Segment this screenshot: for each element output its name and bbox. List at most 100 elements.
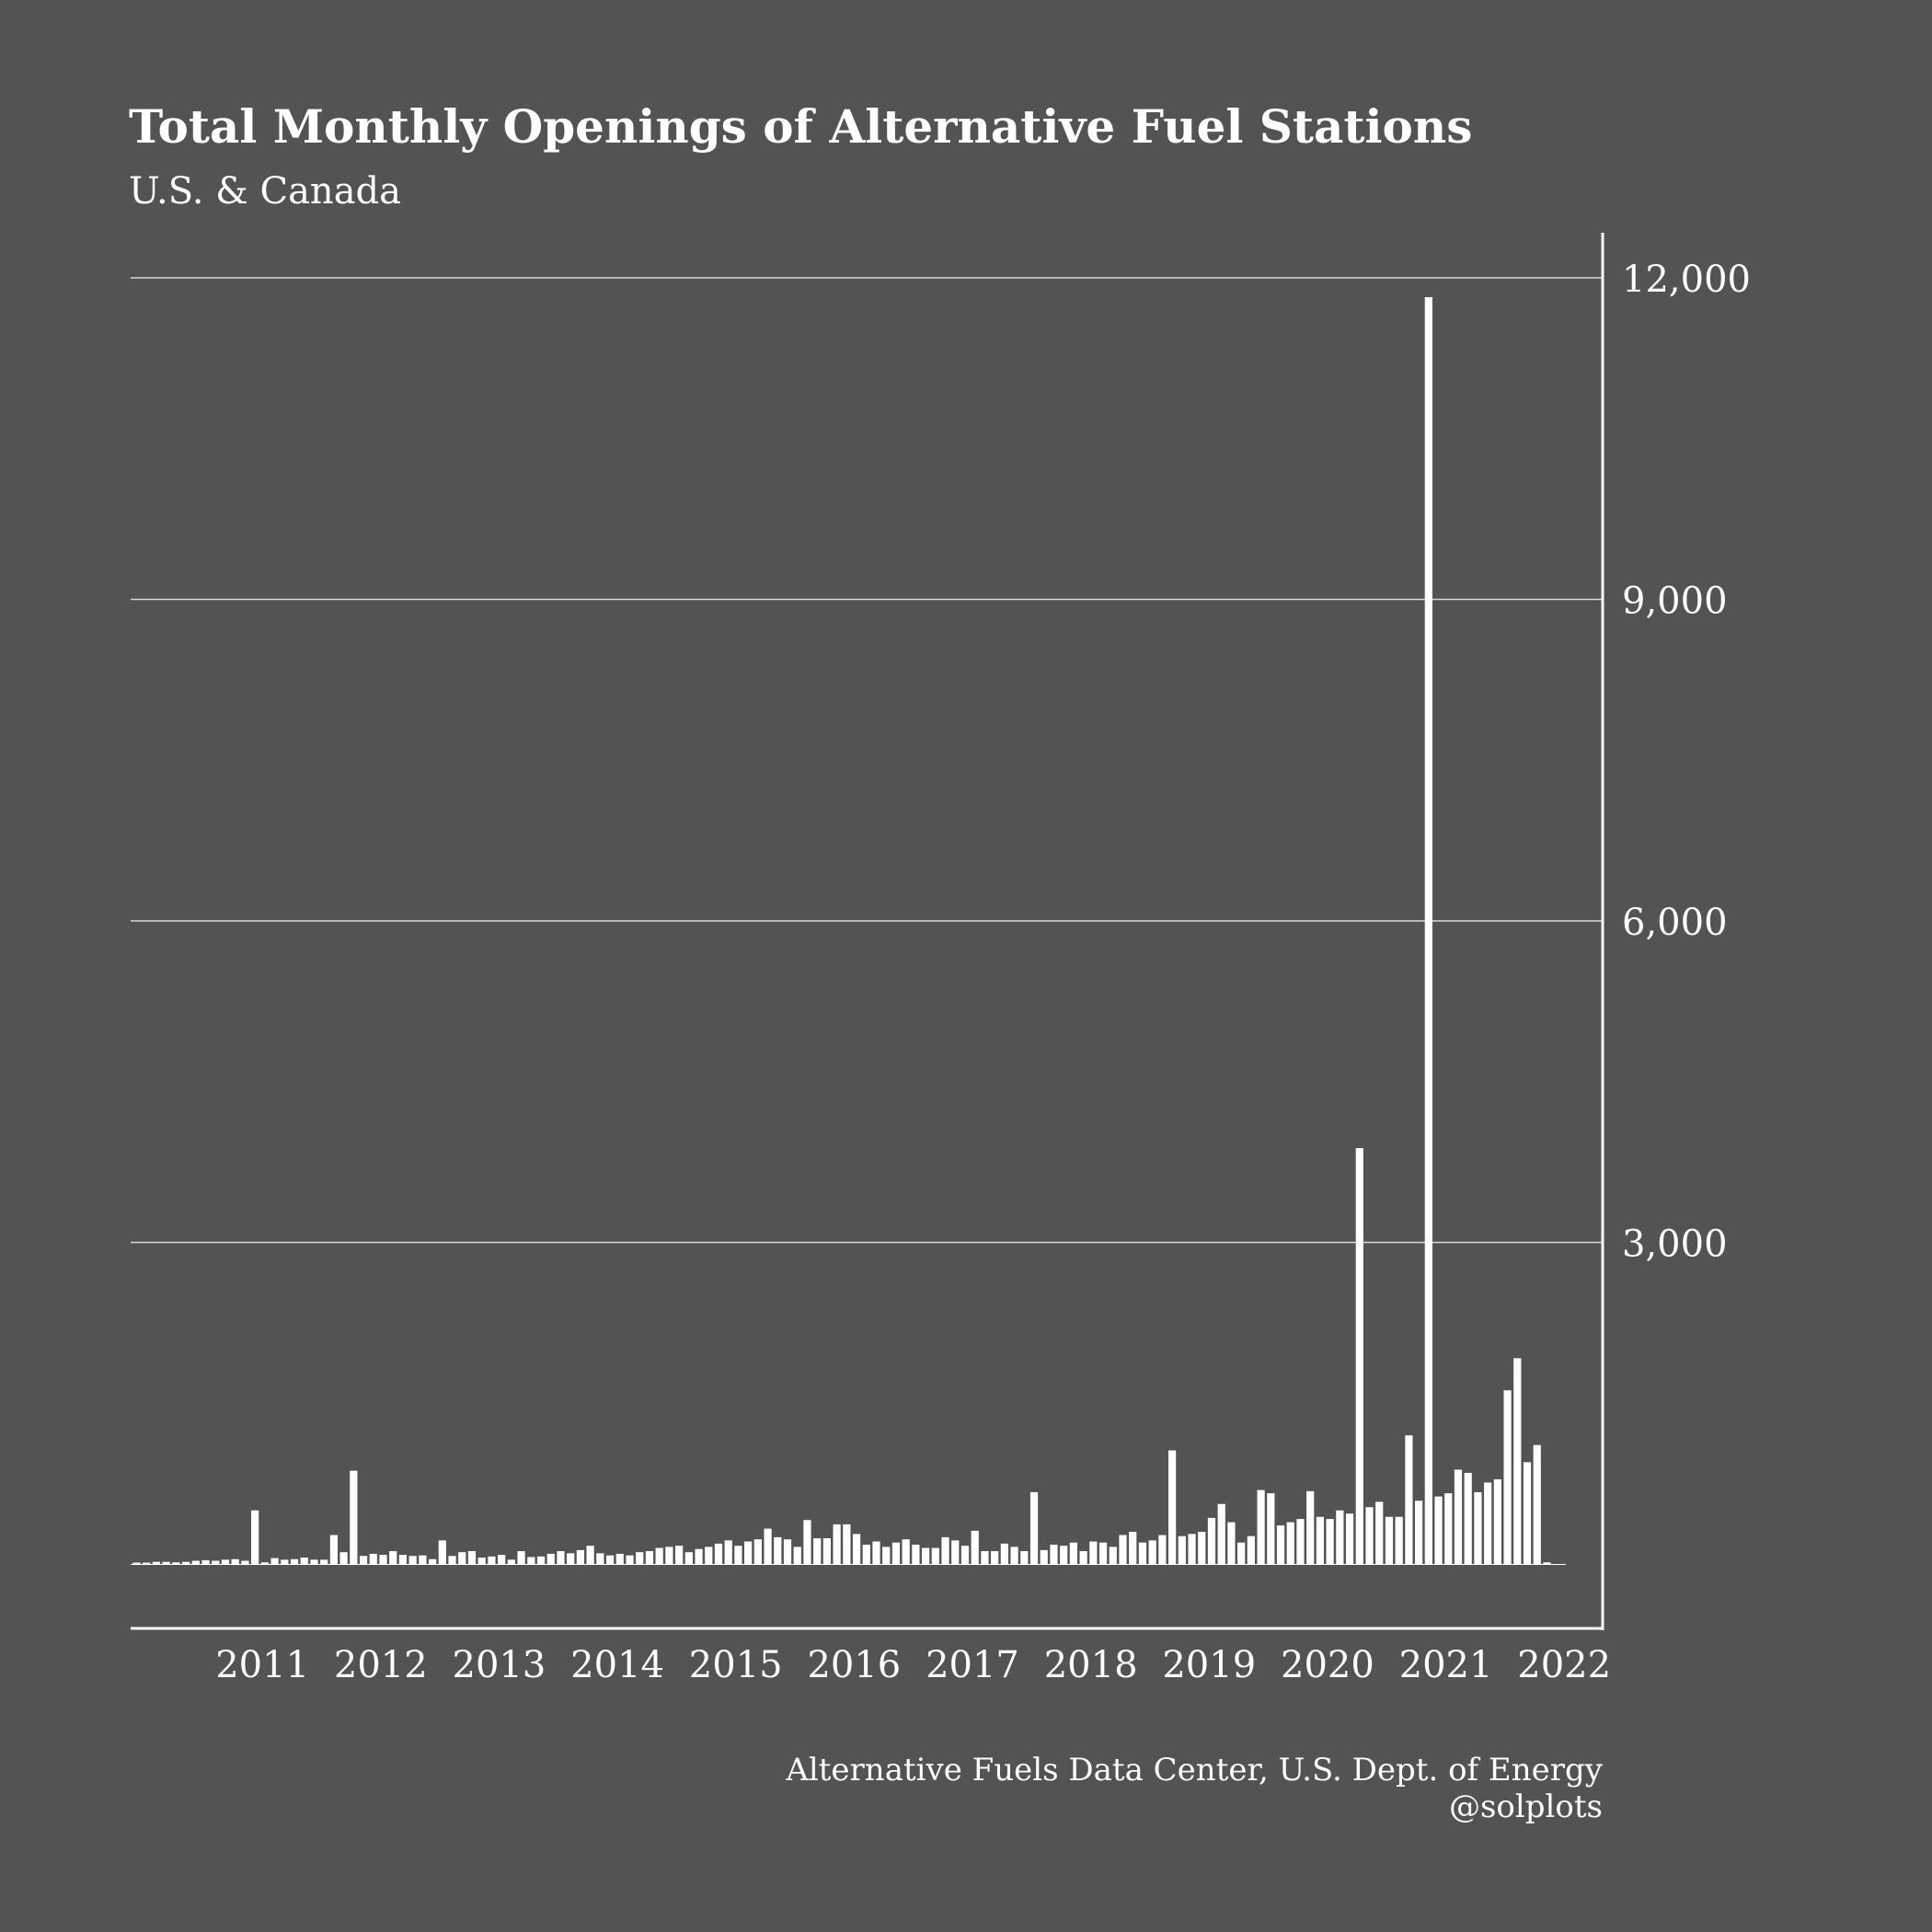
bar	[300, 1558, 308, 1564]
bar	[1464, 1472, 1472, 1564]
bar	[862, 1545, 870, 1564]
bar	[1424, 296, 1432, 1565]
bar	[1454, 1469, 1463, 1564]
bar	[655, 1547, 663, 1565]
bar	[912, 1545, 920, 1564]
bar	[981, 1551, 989, 1564]
bar	[143, 1562, 151, 1564]
bar	[1316, 1516, 1324, 1564]
bar	[734, 1546, 742, 1564]
bar	[162, 1561, 170, 1564]
bars	[132, 296, 1551, 1565]
bar	[951, 1540, 960, 1564]
bar	[172, 1562, 180, 1564]
bar	[1415, 1501, 1423, 1564]
bar	[408, 1556, 417, 1564]
bar	[1129, 1532, 1137, 1564]
bar	[1336, 1510, 1344, 1564]
bar	[1060, 1546, 1068, 1564]
bar	[753, 1539, 762, 1564]
bar	[1069, 1542, 1077, 1564]
bar	[744, 1541, 753, 1564]
bar	[813, 1538, 822, 1564]
bar	[1168, 1450, 1177, 1564]
bar	[891, 1542, 901, 1564]
bar	[448, 1556, 456, 1564]
bar	[645, 1551, 654, 1564]
bar	[971, 1530, 979, 1564]
bar	[684, 1552, 693, 1564]
x-tick-label: 2011	[215, 1644, 309, 1686]
x-tick-label: 2014	[570, 1644, 664, 1686]
bar	[1375, 1501, 1384, 1564]
bar	[191, 1560, 200, 1565]
bar	[1405, 1435, 1413, 1564]
bar	[1000, 1543, 1008, 1565]
bar	[1257, 1489, 1265, 1565]
bar	[922, 1547, 930, 1565]
bar	[764, 1528, 772, 1565]
chart-title: Total Monthly Openings of Alternative Fu…	[129, 99, 1472, 154]
bar	[931, 1547, 939, 1565]
bar	[576, 1549, 584, 1565]
x-tick-label: 2018	[1044, 1644, 1138, 1686]
bar	[359, 1556, 368, 1564]
bar	[369, 1553, 377, 1564]
bar	[1345, 1513, 1354, 1564]
bar	[350, 1470, 358, 1564]
bar	[1533, 1444, 1541, 1564]
bar	[458, 1552, 466, 1564]
bar	[320, 1559, 328, 1564]
bar	[1207, 1517, 1216, 1564]
x-tick-label: 2021	[1399, 1644, 1493, 1686]
bar	[833, 1524, 841, 1564]
bar	[488, 1556, 496, 1565]
bar	[1286, 1522, 1294, 1565]
x-tick-label: 2019	[1162, 1644, 1256, 1686]
bar	[1188, 1534, 1196, 1564]
bar	[1543, 1562, 1551, 1564]
bar	[783, 1539, 792, 1564]
bar	[724, 1540, 732, 1564]
bar	[201, 1559, 210, 1564]
bar	[329, 1535, 338, 1565]
bar	[1198, 1532, 1206, 1564]
bar	[557, 1551, 565, 1564]
bar	[1217, 1503, 1225, 1564]
bar	[498, 1555, 506, 1564]
bar	[132, 1562, 141, 1564]
bar	[852, 1534, 861, 1564]
bar	[1267, 1493, 1275, 1564]
x-tick-label: 2012	[334, 1644, 428, 1686]
x-tick-label: 2020	[1281, 1644, 1374, 1686]
bar	[596, 1553, 604, 1564]
bar	[251, 1510, 259, 1564]
bar	[843, 1524, 851, 1564]
bar	[567, 1553, 575, 1564]
bar	[270, 1558, 279, 1564]
bar	[991, 1551, 999, 1564]
bar	[212, 1560, 220, 1565]
bar	[586, 1546, 594, 1564]
bar	[419, 1555, 427, 1564]
bar	[536, 1556, 546, 1565]
bar	[281, 1559, 289, 1564]
axes: 3,000 6,000 9,000 12,000 2011 2012 2013 2014 201…	[131, 233, 1751, 1686]
bar	[1079, 1551, 1087, 1564]
bar	[1020, 1551, 1029, 1564]
y-tick-label: 12,000	[1622, 259, 1751, 301]
y-tick-label: 9,000	[1622, 581, 1728, 623]
bar	[902, 1539, 910, 1564]
y-tick-label: 3,000	[1622, 1224, 1728, 1266]
bar	[941, 1536, 949, 1565]
bar	[1237, 1542, 1246, 1564]
bar	[1148, 1540, 1156, 1564]
bar	[241, 1560, 249, 1565]
bar	[290, 1558, 299, 1564]
bar	[1119, 1535, 1127, 1565]
x-tick-label: 2016	[807, 1644, 901, 1686]
bar	[803, 1520, 811, 1564]
x-tick-label: 2022	[1517, 1644, 1611, 1686]
bar	[1040, 1549, 1048, 1565]
